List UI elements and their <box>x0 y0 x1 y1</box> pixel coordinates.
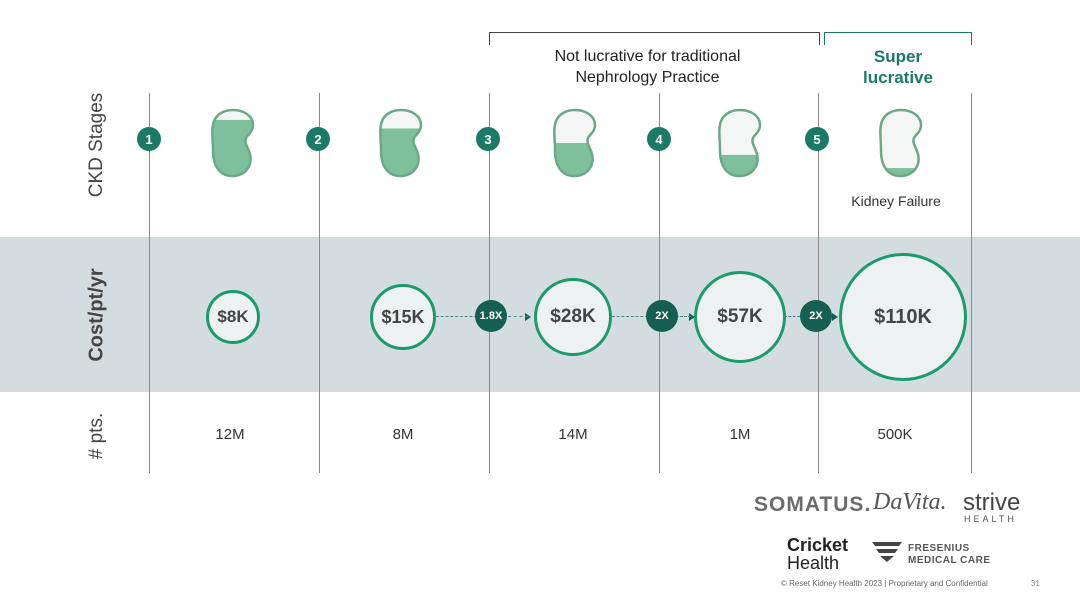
bracket-super-lucrative-label: Super lucrative <box>863 47 933 87</box>
cost-bubble-5: $110K <box>839 253 967 381</box>
patient-count-5: 500K <box>877 426 913 443</box>
kidney-icon <box>879 108 923 178</box>
footer-text: © Reset Kidney Health 2023 | Proprietary… <box>781 579 988 588</box>
kidney-icon <box>553 108 597 178</box>
multiplier-badge: 2X <box>800 300 832 332</box>
bracket-super-lucrative <box>824 32 972 45</box>
stage-divider <box>818 93 819 473</box>
stage-divider <box>149 93 150 473</box>
cost-bubble-1: $8K <box>206 290 260 344</box>
bracket-not-lucrative <box>489 32 820 45</box>
kidney-icon <box>211 108 255 178</box>
row-label-stages: CKD Stages <box>86 92 107 198</box>
connector-line <box>436 316 482 317</box>
stage-number-5: 5 <box>805 127 829 151</box>
patient-count-4: 1M <box>729 426 751 443</box>
fresenius-logo-sub: MEDICAL CARE <box>908 555 991 566</box>
stage-number-2: 2 <box>306 127 330 151</box>
kidney-failure-label: Kidney Failure <box>851 193 941 209</box>
patient-count-1: 12M <box>215 426 245 443</box>
patient-count-2: 8M <box>392 426 414 443</box>
fresenius-logo: FRESENIUS <box>908 543 970 554</box>
multiplier-badge: 1.8X <box>475 300 507 332</box>
strive-logo-sub: HEALTH <box>964 514 1017 524</box>
somatus-logo: SOMATUS. <box>754 493 872 516</box>
strive-logo: strive <box>963 489 1021 516</box>
bracket-not-lucrative-label: Not lucrative for traditional Nephrology… <box>554 48 741 86</box>
connector-line <box>676 316 691 317</box>
stage-divider <box>489 93 490 473</box>
cost-bubble-2: $15K <box>370 284 436 350</box>
patient-count-3: 14M <box>558 426 588 443</box>
connector-line <box>508 316 528 317</box>
davita-logo: DaVita. <box>873 489 947 515</box>
stage-number-3: 3 <box>476 127 500 151</box>
cost-bubble-4: $57K <box>694 271 786 363</box>
cost-bubble-3: $28K <box>534 278 612 356</box>
stage-divider <box>971 93 972 473</box>
kidney-icon <box>379 108 423 178</box>
fresenius-icon <box>872 542 902 562</box>
cricket-logo: Cricket <box>787 535 849 555</box>
stage-divider <box>659 93 660 473</box>
row-label-cost: Cost/pt/yr <box>85 268 108 362</box>
stage-number-4: 4 <box>647 127 671 151</box>
stage-divider <box>319 93 320 473</box>
multiplier-badge: 2X <box>646 300 678 332</box>
connector-arrow <box>832 313 838 321</box>
connector-line <box>612 316 648 317</box>
kidney-icon <box>718 108 762 178</box>
connector-arrow <box>525 313 531 321</box>
page-number: 31 <box>1031 579 1040 588</box>
cricket-logo-sub: Health <box>787 553 840 573</box>
connector-line <box>784 316 800 317</box>
connector-arrow <box>689 313 695 321</box>
stage-number-1: 1 <box>137 127 161 151</box>
row-label-pts: # pts. <box>86 412 107 460</box>
